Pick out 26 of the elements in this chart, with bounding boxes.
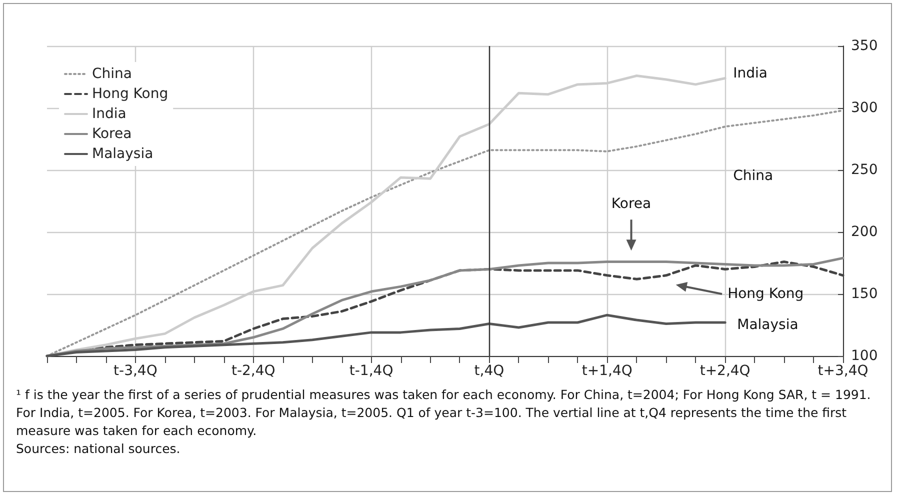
text: ¹ f is the year the first of a series of prudential measures was taken for each economy. For China, t=2004; For Hong Kong SAR, t = 1991. For India, t=2005. For Korea, t=2003. For Malaysia, t=2005. Q1 of year t-3=100. The vertial line at t,Q4 represents the time the first measure was taken for each economy. bbox=[16, 386, 872, 440]
source-note: Sources: national sources. bbox=[16, 440, 182, 458]
x-tick-label: t+1,4Q bbox=[582, 363, 632, 379]
annotation: Hong Kong bbox=[728, 286, 804, 302]
legend-label: China bbox=[92, 66, 132, 82]
legend-label: Hong Kong bbox=[92, 86, 168, 102]
legend-label: Korea bbox=[92, 126, 132, 142]
line-series bbox=[46, 314, 726, 358]
y-tick-label: 150 bbox=[851, 286, 878, 302]
annotation: China bbox=[733, 168, 774, 184]
y-tick-label: 100 bbox=[851, 348, 878, 364]
x-tick-label: t-1,4Q bbox=[349, 363, 394, 379]
legend-label: India bbox=[92, 106, 126, 122]
x-tick-label: t+3,4Q bbox=[818, 363, 868, 379]
y-tick-label: 250 bbox=[851, 162, 878, 178]
x-tick-label: t-2,4Q bbox=[231, 363, 276, 379]
legend-label: Malaysia bbox=[92, 146, 154, 162]
annotation: Malaysia bbox=[737, 316, 798, 333]
annotation: Korea bbox=[611, 196, 652, 212]
annotation: India bbox=[733, 66, 768, 82]
x-tick-label: t,4Q bbox=[474, 363, 504, 379]
x-tick-label: t-3,4Q bbox=[114, 363, 158, 379]
y-tick-label: 300 bbox=[851, 100, 878, 116]
y-tick-label: 200 bbox=[851, 224, 878, 240]
y-tick-label: 350 bbox=[851, 38, 878, 54]
x-tick-label: t+2,4Q bbox=[700, 363, 750, 379]
